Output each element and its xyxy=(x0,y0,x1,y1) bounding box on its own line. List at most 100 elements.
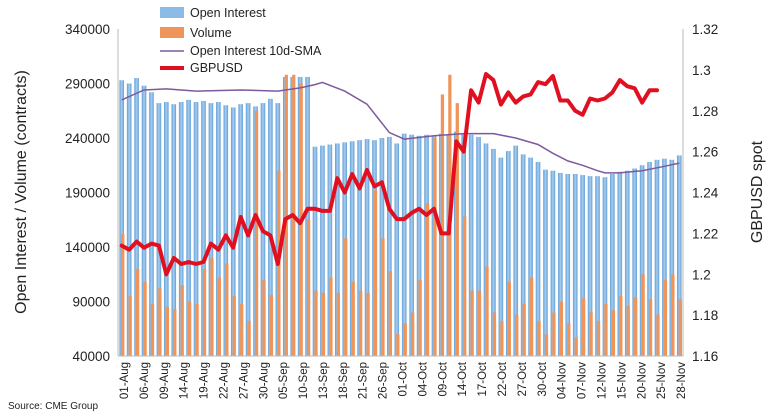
open-interest-bar xyxy=(624,170,630,356)
legend-swatch-volume xyxy=(160,27,184,38)
volume-bar xyxy=(567,323,571,356)
x-tick-label: 25-Nov xyxy=(656,362,668,399)
right-tick-label: 1.28 xyxy=(692,104,718,119)
volume-bar xyxy=(626,305,630,356)
volume-bar xyxy=(589,312,593,356)
right-tick-label: 1.3 xyxy=(692,63,711,78)
left-axis-title: Open Interest / Volume (contracts) xyxy=(13,70,30,314)
open-interest-bar xyxy=(543,169,548,356)
open-interest-bar xyxy=(268,98,273,356)
open-interest-bar xyxy=(223,105,229,356)
open-interest-bar xyxy=(171,104,177,357)
open-interest-bar xyxy=(156,103,162,357)
legend-swatch-open-interest xyxy=(160,7,184,18)
volume-bar xyxy=(336,292,340,356)
right-tick-label: 1.18 xyxy=(692,308,718,323)
x-tick-label: 21-Sep xyxy=(358,362,370,399)
open-interest-bar xyxy=(535,161,541,356)
open-interest-bar xyxy=(327,144,333,356)
open-interest-bar xyxy=(201,100,206,356)
x-tick-label: 01-Aug xyxy=(119,362,131,399)
volume-bar xyxy=(217,277,222,356)
volume-bar xyxy=(396,334,400,356)
open-interest-bar xyxy=(364,139,370,356)
open-interest-bar xyxy=(141,85,147,357)
right-tick-label: 1.16 xyxy=(692,349,718,364)
x-tick-labels: 01-Aug 06-Aug 09-Aug 14-Aug 19-Aug 22-Aug 27-A… xyxy=(119,361,688,399)
volume-bar xyxy=(165,306,169,356)
volume-bar xyxy=(596,321,601,356)
volume-bar xyxy=(537,321,541,356)
axes-layer xyxy=(117,29,684,357)
open-interest-bar xyxy=(528,157,533,356)
volume-bar xyxy=(225,263,229,356)
x-tick-label: 22-Aug xyxy=(219,362,231,399)
open-interest-bar xyxy=(610,173,615,356)
open-interest-bar xyxy=(416,135,422,356)
volume-bar xyxy=(240,303,244,356)
volume-bar xyxy=(158,288,162,356)
bars-layer xyxy=(119,74,682,357)
volume-bar xyxy=(678,299,682,356)
open-interest-bar xyxy=(676,155,682,356)
open-interest-bar xyxy=(320,145,325,356)
open-interest-bar xyxy=(632,168,637,356)
open-interest-bar xyxy=(126,83,132,356)
volume-bar xyxy=(663,279,668,356)
open-interest-bar xyxy=(216,102,221,356)
volume-bar xyxy=(388,270,393,356)
volume-bar xyxy=(121,233,125,356)
volume-bar xyxy=(634,297,638,356)
x-tick-label: 12-Nov xyxy=(597,362,609,399)
x-tick-label: 14-Aug xyxy=(179,362,191,399)
legend-label-volume: Volume xyxy=(190,26,232,40)
open-interest-bar xyxy=(647,161,652,356)
open-interest-bar xyxy=(186,99,191,356)
volume-bar xyxy=(470,290,474,356)
lines-layer xyxy=(119,72,680,277)
open-interest-bar xyxy=(595,176,600,356)
open-interest-bar xyxy=(520,154,526,356)
volume-bar xyxy=(284,74,288,356)
volume-bar xyxy=(648,299,653,356)
open-interest-bar xyxy=(602,177,608,356)
x-tick-label: 28-Nov xyxy=(676,362,688,399)
open-interest-bar xyxy=(468,134,474,356)
left-tick-label: 90000 xyxy=(72,295,110,310)
volume-bar xyxy=(619,296,623,356)
volume-bar xyxy=(135,268,140,356)
legend-label-sma: Open Interest 10d-SMA xyxy=(190,44,322,58)
open-interest-bar xyxy=(505,151,511,356)
volume-bar xyxy=(440,94,445,357)
left-tick-label: 340000 xyxy=(65,22,110,37)
volume-bar xyxy=(530,277,534,356)
source-note: Source: CME Group xyxy=(8,401,98,412)
x-tick-label: 27-Aug xyxy=(238,362,250,399)
volume-bar xyxy=(411,312,415,356)
volume-bar xyxy=(366,292,370,356)
volume-bar xyxy=(463,216,467,356)
x-tick-label: 13-Sep xyxy=(318,362,330,399)
open-interest-bar xyxy=(483,143,489,356)
volume-bar xyxy=(254,110,259,356)
volume-bar xyxy=(143,281,147,356)
volume-bar xyxy=(485,266,489,356)
volume-bar xyxy=(582,298,586,356)
x-tick-label: 09-Oct xyxy=(437,361,449,396)
x-tick-label: 17-Oct xyxy=(477,361,489,396)
x-tick-label: 01-Oct xyxy=(398,361,410,396)
open-interest-bar xyxy=(335,143,340,356)
volume-bar xyxy=(641,274,645,356)
open-interest-bar xyxy=(119,80,125,356)
volume-bar xyxy=(373,190,378,356)
volume-bar xyxy=(232,296,236,356)
open-interest-bar xyxy=(565,173,571,356)
volume-bar xyxy=(180,285,184,356)
open-interest-bar xyxy=(491,148,496,356)
volume-bar xyxy=(522,303,526,356)
x-tick-label: 30-Aug xyxy=(258,362,270,399)
x-tick-label: 15-Nov xyxy=(616,362,628,399)
volume-bar xyxy=(247,321,251,356)
open-interest-bar xyxy=(305,76,310,357)
open-interest-bar xyxy=(312,146,318,356)
